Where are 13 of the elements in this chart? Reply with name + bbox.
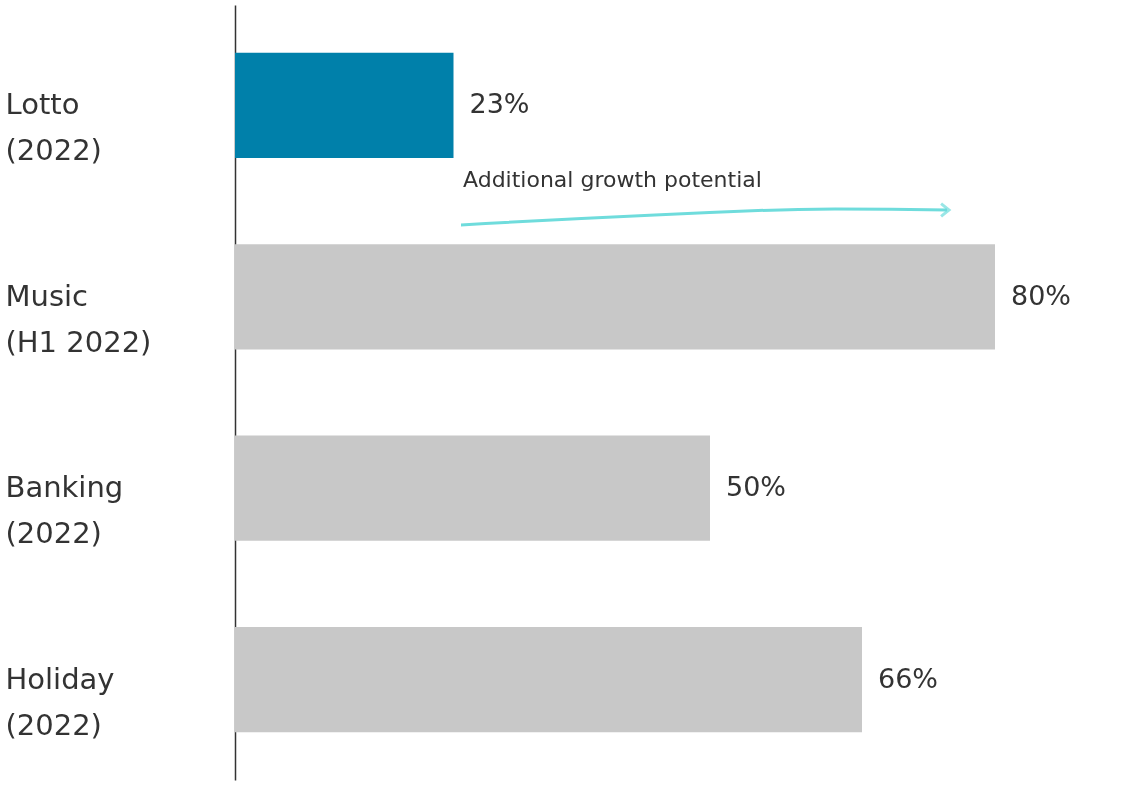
data-label: 80%: [1011, 279, 1072, 311]
y-tick-label: Banking (2022): [5, 470, 124, 551]
bar: [235, 435, 710, 541]
annotation: Additional growth potential: [463, 167, 762, 192]
bar: [235, 244, 995, 350]
data-label: 66%: [878, 662, 939, 694]
bar: [235, 52, 454, 159]
y-tick-label: Music (H1 2022): [5, 278, 152, 359]
y-tick-label: Holiday (2022): [5, 661, 115, 742]
bar: [235, 626, 862, 733]
y-tick-label: Lotto (2022): [5, 87, 102, 168]
data-label: 50%: [726, 471, 787, 503]
data-label: 23%: [469, 88, 530, 120]
